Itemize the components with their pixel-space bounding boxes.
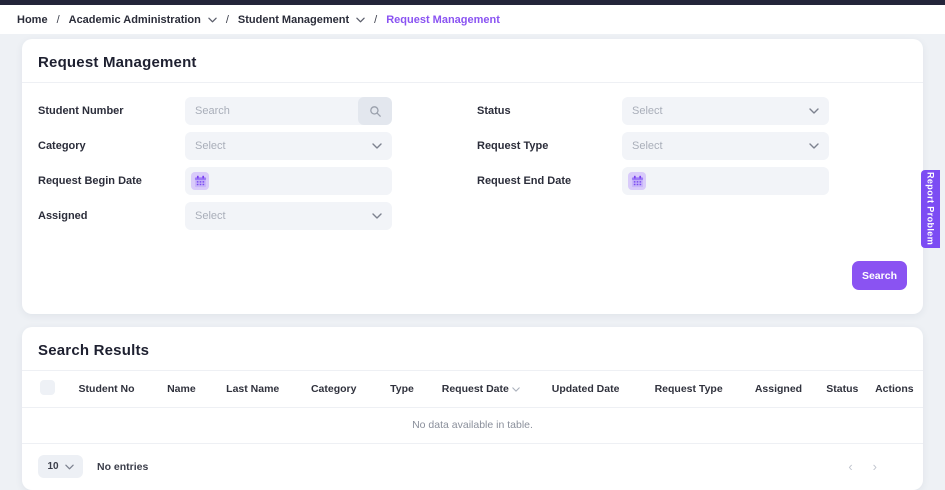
category-select-placeholder: Select — [195, 140, 226, 152]
sort-icon[interactable] — [512, 386, 520, 392]
column-header-request-date[interactable]: Request Date — [429, 371, 532, 408]
column-header-last-name[interactable]: Last Name — [212, 371, 294, 408]
assigned-select[interactable]: Select — [185, 202, 392, 230]
chevron-down-icon — [809, 108, 819, 114]
results-card: Search Results Student No Name Last Name… — [22, 327, 923, 490]
page-content: Request Management Student Number — [0, 34, 945, 490]
calendar-icon[interactable] — [191, 172, 209, 190]
column-header-updated-date[interactable]: Updated Date — [531, 371, 640, 408]
request-end-date-input[interactable] — [622, 167, 829, 195]
filter-form: Student Number Status Select — [22, 83, 923, 230]
search-button[interactable]: Search — [851, 261, 907, 290]
empty-state-message: No data available in table. — [22, 407, 923, 444]
column-header-request-type[interactable]: Request Type — [639, 371, 738, 408]
breadcrumb-academic-administration[interactable]: Academic Administration — [68, 13, 201, 26]
status-select[interactable]: Select — [622, 97, 829, 125]
breadcrumb-separator: / — [56, 13, 60, 26]
prev-page-button[interactable]: ‹ — [848, 459, 853, 474]
status-select-placeholder: Select — [632, 105, 663, 117]
breadcrumb-separator: / — [374, 13, 378, 26]
breadcrumb-student-management[interactable]: Student Management — [237, 13, 350, 26]
empty-state-row: No data available in table. — [22, 407, 923, 444]
column-header-actions: Actions — [865, 371, 923, 408]
divider — [22, 370, 923, 371]
request-type-select-placeholder: Select — [632, 140, 663, 152]
status-label: Status — [477, 105, 511, 117]
breadcrumb-home[interactable]: Home — [17, 13, 48, 26]
column-header-student-no[interactable]: Student No — [62, 371, 151, 408]
breadcrumb-separator: / — [225, 13, 229, 26]
student-number-label: Student Number — [38, 105, 124, 117]
chevron-down-icon — [64, 464, 74, 470]
page-size-select[interactable]: 10 — [38, 455, 83, 478]
request-type-label: Request Type — [477, 140, 549, 152]
search-icon — [369, 105, 382, 118]
breadcrumb: Home / Academic Administration / Student… — [0, 5, 945, 34]
pagination-bar: 10 No entries ‹ › — [22, 444, 923, 490]
assigned-select-placeholder: Select — [195, 210, 226, 222]
assigned-label: Assigned — [38, 210, 88, 222]
chevron-down-icon — [372, 213, 382, 219]
column-header-assigned[interactable]: Assigned — [737, 371, 819, 408]
chevron-down-icon — [809, 143, 819, 149]
entries-count: No entries — [97, 460, 149, 473]
chevron-down-icon[interactable] — [356, 17, 365, 23]
request-begin-date-input[interactable] — [185, 167, 392, 195]
column-header-name[interactable]: Name — [150, 371, 213, 408]
top-accent-bar — [0, 0, 945, 5]
page-title: Request Management — [38, 54, 197, 71]
calendar-icon[interactable] — [628, 172, 646, 190]
column-header-category[interactable]: Category — [293, 371, 375, 408]
page-size-value: 10 — [47, 461, 59, 472]
divider — [22, 82, 923, 83]
select-all-checkbox[interactable] — [40, 380, 55, 395]
results-title: Search Results — [38, 342, 150, 359]
category-label: Category — [38, 140, 86, 152]
chevron-down-icon — [372, 143, 382, 149]
breadcrumb-request-management: Request Management — [386, 13, 500, 26]
column-header-type[interactable]: Type — [374, 371, 430, 408]
student-number-search-button[interactable] — [358, 97, 392, 125]
chevron-down-icon[interactable] — [208, 17, 217, 23]
report-problem-tab[interactable]: Report Problem — [921, 170, 940, 248]
request-begin-date-label: Request Begin Date — [38, 175, 142, 187]
results-table: Student No Name Last Name Category Type … — [22, 371, 923, 444]
next-page-button[interactable]: › — [872, 459, 877, 474]
student-number-input[interactable] — [185, 97, 358, 125]
table-header-row: Student No Name Last Name Category Type … — [22, 371, 923, 408]
request-end-date-label: Request End Date — [477, 175, 572, 187]
request-type-select[interactable]: Select — [622, 132, 829, 160]
column-header-status[interactable]: Status — [818, 371, 866, 408]
filter-card: Request Management Student Number — [22, 39, 923, 314]
category-select[interactable]: Select — [185, 132, 392, 160]
